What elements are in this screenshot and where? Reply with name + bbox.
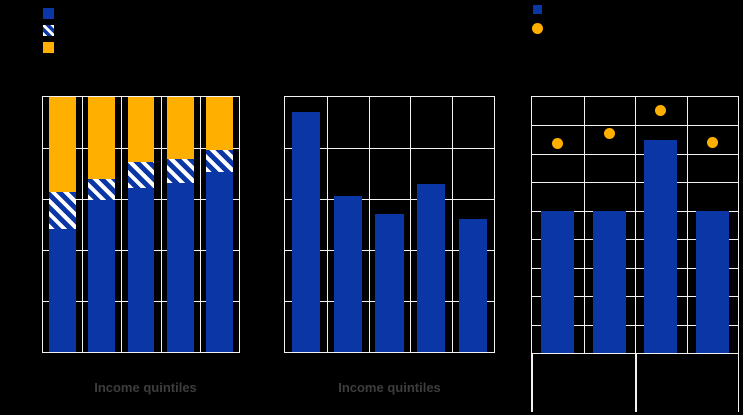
legend-chart-3 xyxy=(532,4,546,34)
bar-segment-blue xyxy=(49,228,76,352)
chart-2-plot-area xyxy=(284,96,495,353)
gridline-vertical xyxy=(635,97,636,353)
chart-2-xaxis-label: Income quintiles xyxy=(338,380,441,395)
gridline-vertical xyxy=(452,97,454,352)
gridline-vertical xyxy=(410,97,412,352)
bar-segment-hatched xyxy=(49,191,76,229)
bar-segment-blue xyxy=(458,219,488,352)
bar-segment-blue xyxy=(127,187,155,352)
legend-swatch-orange-square xyxy=(43,42,54,53)
bar-segment-orange xyxy=(88,97,116,180)
bar-segment-orange xyxy=(166,97,194,160)
bar-segment-hatched xyxy=(166,159,194,183)
chart-3-group-divider-middle xyxy=(635,353,637,412)
gridline-vertical xyxy=(160,97,162,352)
data-point-dot xyxy=(706,136,718,148)
bar-segment-blue xyxy=(375,214,404,352)
gridline-horizontal xyxy=(285,148,494,149)
legend-swatch-blue-square xyxy=(43,8,54,19)
bar-segment-blue xyxy=(541,210,575,353)
gridline-vertical xyxy=(121,97,123,352)
bar-segment-blue xyxy=(333,196,362,352)
data-point-dot xyxy=(552,138,564,150)
gridline-vertical xyxy=(368,97,370,352)
bar-segment-orange xyxy=(127,97,155,163)
gridline-vertical xyxy=(326,97,328,352)
chart-3-group-divider-left xyxy=(531,353,533,412)
bar-segment-blue xyxy=(88,200,116,352)
chart-1-plot-area xyxy=(42,96,240,353)
bar-segment-blue xyxy=(695,210,729,353)
chart-3-group-divider-right xyxy=(737,353,739,412)
bar-segment-hatched xyxy=(88,179,116,201)
gridline-vertical xyxy=(199,97,201,352)
bar-segment-blue xyxy=(291,112,320,352)
legend-chart-1 xyxy=(43,8,54,53)
chart-3-plot-area xyxy=(531,96,739,354)
legend-swatch-hatched-square xyxy=(43,25,54,36)
bar-segment-blue xyxy=(644,140,678,353)
data-point-dot xyxy=(603,127,615,139)
gridline-vertical xyxy=(583,97,585,353)
bar-segment-orange xyxy=(49,97,76,192)
bar-segment-hatched xyxy=(127,162,155,188)
data-point-dot xyxy=(655,105,667,117)
gridline-vertical xyxy=(82,97,84,352)
bar-segment-orange xyxy=(206,97,233,151)
gridline-horizontal xyxy=(285,199,494,200)
bar-segment-blue xyxy=(592,210,626,353)
bar-segment-hatched xyxy=(206,150,233,172)
gridline-vertical xyxy=(686,97,688,353)
bar-segment-blue xyxy=(206,171,233,352)
bar-segment-blue xyxy=(417,183,446,352)
legend-swatch-orange-circle xyxy=(532,23,543,34)
bar-segment-blue xyxy=(166,182,194,352)
chart-1-xaxis-label: Income quintiles xyxy=(94,380,197,395)
legend-swatch-blue-square xyxy=(533,5,542,14)
